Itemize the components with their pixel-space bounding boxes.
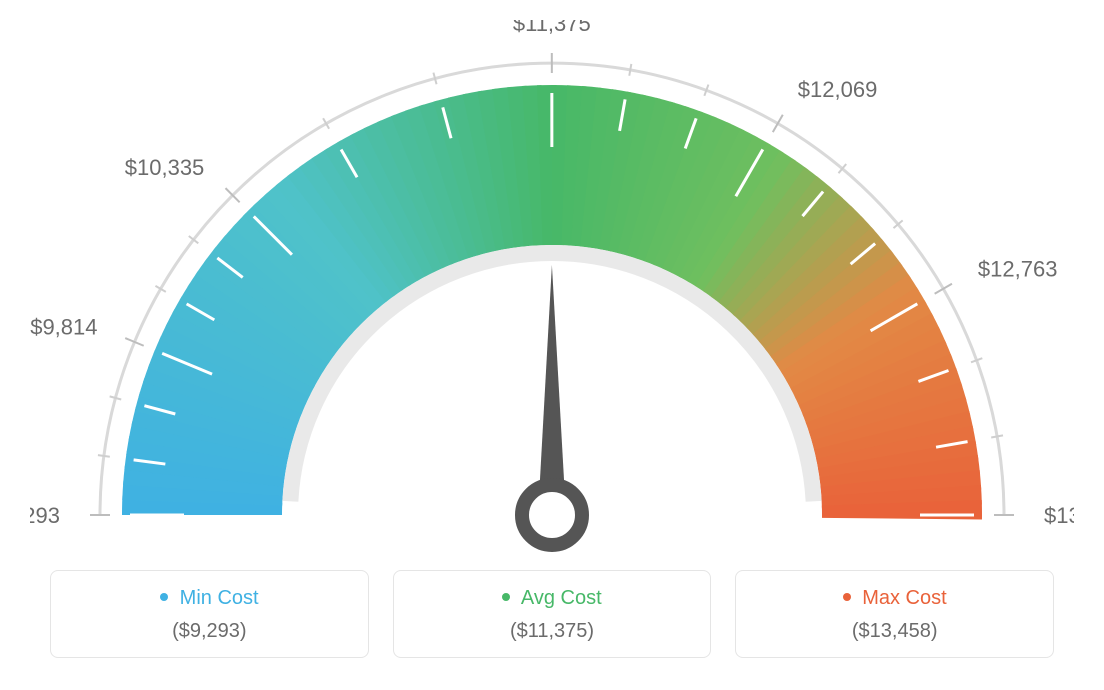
dot-icon	[160, 593, 168, 601]
cost-gauge-container: $9,293 $9,814 $10,335 $11,375 $12,069 $12,763…	[0, 0, 1104, 690]
gauge-tick-label: $13,458	[1044, 503, 1074, 528]
legend-value-min: ($9,293)	[61, 620, 358, 643]
legend-value-max: ($13,458)	[746, 620, 1043, 643]
gauge-tick-label: $9,814	[30, 315, 97, 340]
legend-title-max-text: Max Cost	[862, 587, 946, 609]
legend-title-avg: Avg Cost	[404, 587, 701, 610]
legend-card-max: Max Cost ($13,458)	[735, 570, 1054, 658]
gauge-svg: $9,293 $9,814 $10,335 $11,375 $12,069 $12,763…	[30, 20, 1074, 560]
legend-row: Min Cost ($9,293) Avg Cost ($11,375) Max…	[30, 570, 1074, 658]
legend-title-min: Min Cost	[61, 587, 358, 610]
legend-title-max: Max Cost	[746, 587, 1043, 610]
gauge-tick-label: $12,069	[798, 77, 878, 102]
dot-icon	[843, 593, 851, 601]
legend-title-avg-text: Avg Cost	[521, 587, 602, 609]
gauge-tick-label: $9,293	[30, 503, 60, 528]
legend-value-avg: ($11,375)	[404, 620, 701, 643]
gauge-tick-label: $10,335	[125, 155, 205, 180]
gauge-tick-label: $12,763	[978, 257, 1058, 282]
gauge-tick-label: $11,375	[513, 20, 591, 36]
gauge-chart: $9,293 $9,814 $10,335 $11,375 $12,069 $12,763…	[30, 20, 1074, 560]
dot-icon	[502, 593, 510, 601]
legend-title-min-text: Min Cost	[180, 587, 259, 609]
legend-card-avg: Avg Cost ($11,375)	[393, 570, 712, 658]
legend-card-min: Min Cost ($9,293)	[50, 570, 369, 658]
